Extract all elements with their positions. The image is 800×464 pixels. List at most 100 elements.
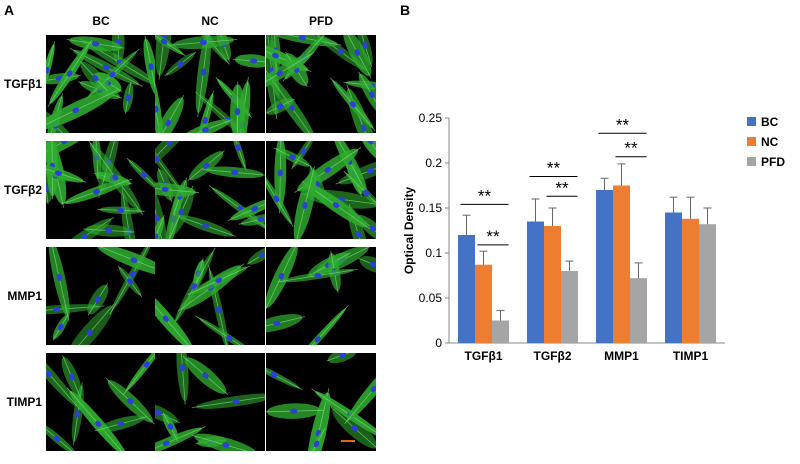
nucleus <box>53 435 61 442</box>
nucleus <box>367 141 374 145</box>
nucleus <box>155 105 159 113</box>
nucleus <box>257 216 265 222</box>
nucleus <box>199 39 207 46</box>
nucleus <box>57 323 64 331</box>
nucleus <box>161 186 169 193</box>
y-tick-label: 0.25 <box>419 111 443 125</box>
nucleus <box>202 372 209 379</box>
legend-swatch <box>747 117 756 126</box>
nucleus <box>177 61 184 67</box>
nucleus <box>276 70 283 77</box>
nucleus <box>160 38 168 45</box>
nucleus <box>339 353 347 358</box>
nucleus <box>155 155 160 163</box>
nucleus <box>216 306 222 314</box>
nucleus <box>231 169 239 175</box>
nucleus <box>276 103 284 110</box>
y-tick-label: 0.1 <box>425 246 442 260</box>
nucleus <box>155 409 162 416</box>
nucleus <box>368 91 375 98</box>
micrograph <box>266 35 376 133</box>
nucleus <box>167 423 174 431</box>
nucleus <box>66 70 73 77</box>
nucleus <box>270 371 278 378</box>
nucleus <box>250 58 258 64</box>
nucleus <box>273 195 280 203</box>
y-tick-label: 0.15 <box>419 201 443 215</box>
bar <box>475 264 492 343</box>
panel-b-label: B <box>400 2 411 18</box>
nucleus <box>360 124 367 132</box>
legend-label: BC <box>761 115 779 129</box>
nucleus <box>165 119 172 127</box>
nucleus <box>351 425 358 432</box>
nucleus <box>86 329 93 336</box>
nucleus <box>367 168 374 174</box>
nucleus <box>46 66 50 74</box>
nucleus <box>234 108 241 116</box>
significance-label: ** <box>486 227 500 246</box>
fiber <box>123 353 156 395</box>
micrograph <box>155 141 265 239</box>
nucleus <box>117 207 125 213</box>
nucleus <box>215 277 223 284</box>
nucleus <box>92 74 99 82</box>
nucleus <box>75 410 81 418</box>
nucleus <box>109 71 116 78</box>
nucleus <box>314 336 321 343</box>
nucleus <box>302 202 308 209</box>
nucleus <box>332 202 340 209</box>
nucleus <box>349 101 356 108</box>
micrograph <box>46 35 156 133</box>
nucleus <box>179 364 186 372</box>
nucleus <box>300 148 307 155</box>
nucleus <box>258 252 265 259</box>
bar <box>682 218 699 343</box>
nucleus <box>232 398 240 404</box>
nucleus <box>46 185 49 193</box>
bar <box>665 212 682 343</box>
nucleus <box>355 231 362 238</box>
legend-label: NC <box>761 135 779 149</box>
nucleus <box>127 398 134 405</box>
significance-label: ** <box>555 178 569 197</box>
bar <box>492 320 509 343</box>
nucleus <box>362 41 368 49</box>
nucleus <box>226 335 233 341</box>
nucleus <box>148 63 154 71</box>
bar <box>630 278 647 343</box>
bar <box>596 190 613 343</box>
legend-swatch <box>747 157 756 166</box>
cell <box>196 393 265 409</box>
bar <box>613 185 630 343</box>
row-header: TIMP1 <box>6 395 42 409</box>
nucleus <box>298 35 306 41</box>
column-header: BC <box>92 14 110 28</box>
nucleus <box>273 320 281 327</box>
nucleus <box>61 141 68 145</box>
nucleus <box>80 233 88 239</box>
bar <box>561 271 578 343</box>
bar <box>544 226 561 343</box>
micrograph <box>46 141 156 239</box>
nucleus <box>155 214 160 222</box>
nucleus <box>155 233 159 239</box>
nucleus <box>289 154 297 161</box>
micrograph <box>266 353 376 451</box>
nucleus <box>94 296 101 303</box>
nucleus <box>117 421 125 427</box>
nucleus <box>143 361 150 368</box>
x-tick-label: TGFβ1 <box>465 349 503 363</box>
row-header: TGFβ1 <box>4 77 42 91</box>
micrograph <box>46 353 156 451</box>
significance-label: ** <box>547 159 561 178</box>
micrograph <box>155 35 265 133</box>
nucleus <box>129 271 136 278</box>
nucleus <box>202 223 210 229</box>
column-header: PFD <box>309 14 333 28</box>
nucleus <box>102 64 110 71</box>
legend-swatch <box>747 137 756 146</box>
cell <box>194 433 258 451</box>
nucleus <box>202 162 210 169</box>
nucleus <box>235 144 241 151</box>
